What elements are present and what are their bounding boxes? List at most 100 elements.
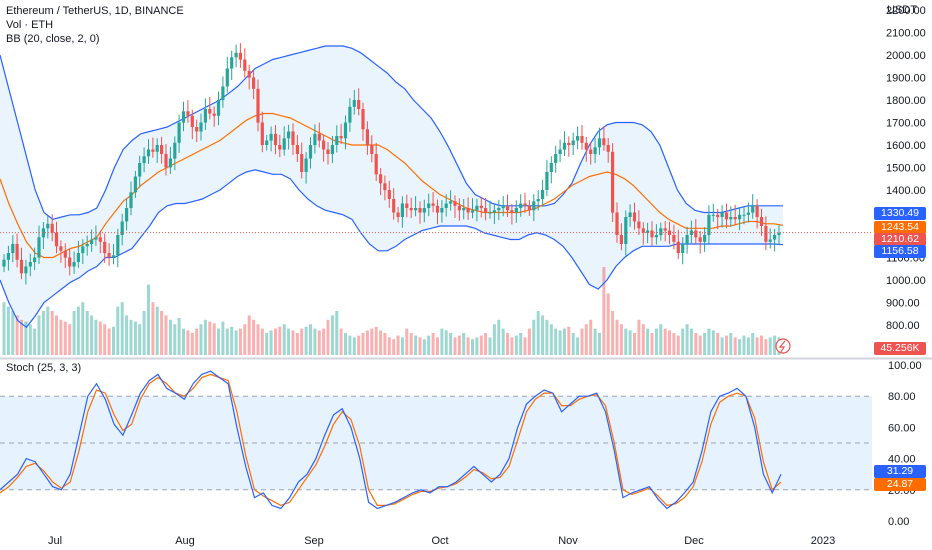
candle-body[interactable] — [374, 154, 378, 175]
candle-body[interactable] — [470, 210, 475, 213]
candle-body[interactable] — [488, 212, 492, 214]
candle-body[interactable] — [120, 221, 124, 236]
candle-body[interactable] — [646, 230, 650, 233]
candle-body[interactable] — [571, 140, 575, 146]
price-pane[interactable] — [0, 43, 872, 355]
candle-body[interactable] — [527, 205, 531, 211]
candle-body[interactable] — [6, 253, 10, 260]
candle-body[interactable] — [400, 203, 404, 218]
candle-body[interactable] — [256, 88, 260, 123]
candle-body[interactable] — [15, 244, 19, 260]
candle-body[interactable] — [580, 136, 584, 143]
candle-body[interactable] — [703, 235, 707, 242]
symbol-title[interactable]: Ethereum / TetherUS, 1D, BINANCE — [6, 5, 184, 17]
candle-body[interactable] — [322, 140, 326, 150]
candle-body[interactable] — [111, 255, 116, 258]
candle-body[interactable] — [523, 203, 527, 206]
candle-body[interactable] — [335, 136, 339, 145]
candle-body[interactable] — [589, 149, 593, 155]
candle-body[interactable] — [85, 244, 89, 247]
candle-body[interactable] — [422, 208, 426, 213]
candle-body[interactable] — [619, 235, 623, 244]
candle-body[interactable] — [116, 235, 120, 256]
candle-body[interactable] — [76, 253, 80, 262]
candle-body[interactable] — [558, 149, 562, 155]
candle-body[interactable] — [265, 140, 269, 146]
stoch-legend[interactable]: Stoch (25, 3, 3) — [6, 361, 81, 375]
replay-icon[interactable] — [775, 338, 791, 354]
candle-body[interactable] — [492, 210, 496, 213]
candle-body[interactable] — [777, 232, 781, 236]
candle-body[interactable] — [225, 68, 229, 87]
candle-body[interactable] — [510, 210, 514, 213]
candle-body[interactable] — [497, 208, 501, 211]
candle-body[interactable] — [392, 199, 396, 213]
candle-body[interactable] — [720, 212, 724, 218]
candle-body[interactable] — [663, 228, 667, 231]
candle-body[interactable] — [435, 205, 440, 213]
candle-body[interactable] — [466, 208, 470, 213]
candle-body[interactable] — [41, 228, 45, 238]
candle-body[interactable] — [733, 217, 737, 220]
candle-body[interactable] — [24, 266, 28, 274]
candle-body[interactable] — [63, 250, 67, 258]
candle-body[interactable] — [252, 77, 256, 89]
candle-body[interactable] — [282, 138, 286, 150]
candle-body[interactable] — [317, 133, 321, 141]
candle-body[interactable] — [370, 145, 374, 154]
candle-body[interactable] — [308, 145, 313, 159]
candle-body[interactable] — [440, 208, 444, 213]
candle-body[interactable] — [689, 230, 693, 236]
candle-body[interactable] — [300, 154, 304, 172]
candle-body[interactable] — [304, 158, 308, 173]
candle-body[interactable] — [707, 214, 711, 236]
candle-body[interactable] — [396, 212, 400, 218]
candle-body[interactable] — [764, 226, 768, 242]
candle-body[interactable] — [549, 163, 553, 172]
candle-body[interactable] — [755, 205, 759, 218]
candle-body[interactable] — [273, 133, 278, 146]
candle-body[interactable] — [484, 208, 488, 213]
candle-body[interactable] — [238, 52, 242, 60]
candle-body[interactable] — [212, 113, 216, 116]
candle-body[interactable] — [593, 147, 597, 155]
candle-body[interactable] — [457, 205, 461, 211]
candle-body[interactable] — [151, 149, 155, 152]
candle-body[interactable] — [216, 100, 221, 116]
candle-body[interactable] — [444, 203, 448, 209]
candle-body[interactable] — [221, 86, 225, 101]
candle-body[interactable] — [711, 214, 715, 216]
candle-body[interactable] — [365, 129, 369, 146]
candle-body[interactable] — [208, 109, 212, 114]
candle-body[interactable] — [125, 208, 129, 222]
candle-body[interactable] — [514, 208, 518, 213]
candle-body[interactable] — [698, 237, 702, 242]
candle-body[interactable] — [729, 217, 733, 220]
candle-body[interactable] — [142, 156, 146, 164]
candle-body[interactable] — [624, 217, 628, 244]
candle-body[interactable] — [641, 228, 645, 233]
candle-body[interactable] — [168, 158, 172, 168]
candle-body[interactable] — [98, 237, 102, 242]
candle-body[interactable] — [330, 145, 334, 154]
candle-body[interactable] — [554, 154, 558, 163]
candle-body[interactable] — [203, 109, 207, 123]
candle-body[interactable] — [746, 212, 750, 215]
candle-body[interactable] — [90, 239, 94, 245]
candle-body[interactable] — [160, 145, 164, 154]
candle-body[interactable] — [479, 205, 483, 209]
candle-body[interactable] — [190, 115, 194, 128]
candle-body[interactable] — [326, 149, 330, 155]
candle-body[interactable] — [536, 199, 540, 202]
candle-body[interactable] — [418, 208, 422, 213]
candle-body[interactable] — [672, 235, 676, 242]
candle-body[interactable] — [724, 212, 729, 220]
candle-body[interactable] — [247, 70, 251, 78]
candle-body[interactable] — [46, 223, 50, 229]
candle-body[interactable] — [19, 259, 24, 274]
candle-body[interactable] — [72, 262, 76, 267]
candle-body[interactable] — [37, 237, 41, 258]
candle-body[interactable] — [195, 127, 199, 132]
candle-body[interactable] — [628, 212, 632, 218]
